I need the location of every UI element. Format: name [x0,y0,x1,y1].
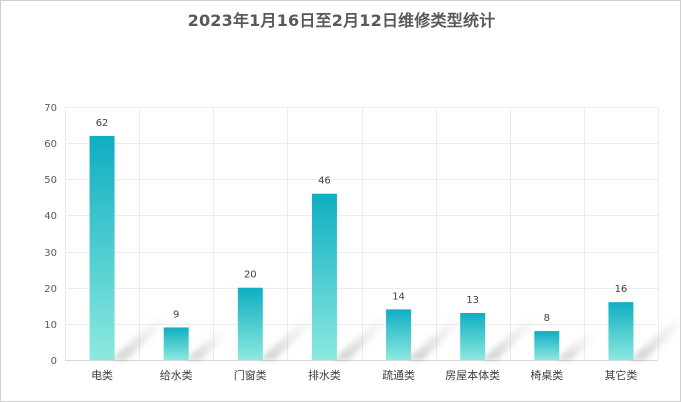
x-category-label: 疏通类 [382,368,415,382]
bar-shadow [258,316,321,360]
y-tick-label: 0 [51,356,57,367]
bar-8 [608,302,634,360]
y-tick-label: 10 [44,320,57,331]
label-layer: 0 10 20 30 40 50 60 70 62 电类 9 给水类 20 门窗类 46 排水类 14 疏通类 13… [44,103,637,382]
bar-shadow [407,316,469,360]
bar-value-label: 14 [392,291,405,302]
bar-shadow [481,317,542,360]
bar-shadow [332,316,395,360]
y-tick-label: 60 [44,139,57,150]
bar-shadow [184,330,232,360]
x-category-label: 其它类 [604,368,637,382]
bar-value-label: 8 [544,313,550,324]
x-category-label: 房屋本体类 [445,368,500,382]
chart-title: 2023年1月16日至2月12日维修类型统计 [187,11,496,30]
bar-3 [237,287,263,360]
bar-value-label: 46 [318,176,331,187]
x-category-label: 排水类 [308,368,341,382]
bar-6 [460,313,486,360]
bar-7 [534,331,560,360]
bar-value-label: 20 [244,270,257,281]
y-tick-label: 40 [44,211,57,222]
y-tick-label: 70 [44,103,57,114]
x-category-label: 门窗类 [234,368,267,382]
y-tick-label: 30 [44,248,57,259]
x-category-label: 椅桌类 [530,368,563,382]
bar-shadow [629,316,680,360]
x-category-label: 给水类 [160,368,193,382]
bar-shadow [110,316,172,360]
grid-layer [65,107,659,361]
y-tick-label: 20 [44,284,57,295]
bar-value-label: 16 [615,284,628,295]
bar-5 [386,309,412,360]
bar-value-label: 62 [96,118,109,129]
bar-4 [311,193,337,360]
y-tick-label: 50 [44,175,57,186]
bar-value-label: 9 [173,309,179,320]
shadow-layer [110,316,680,360]
x-category-label: 电类 [91,368,113,382]
bar-2 [163,327,189,360]
bar-shadow [555,333,600,360]
bar-value-label: 13 [466,295,479,306]
bar-layer [89,135,634,360]
bar-1 [89,135,115,360]
